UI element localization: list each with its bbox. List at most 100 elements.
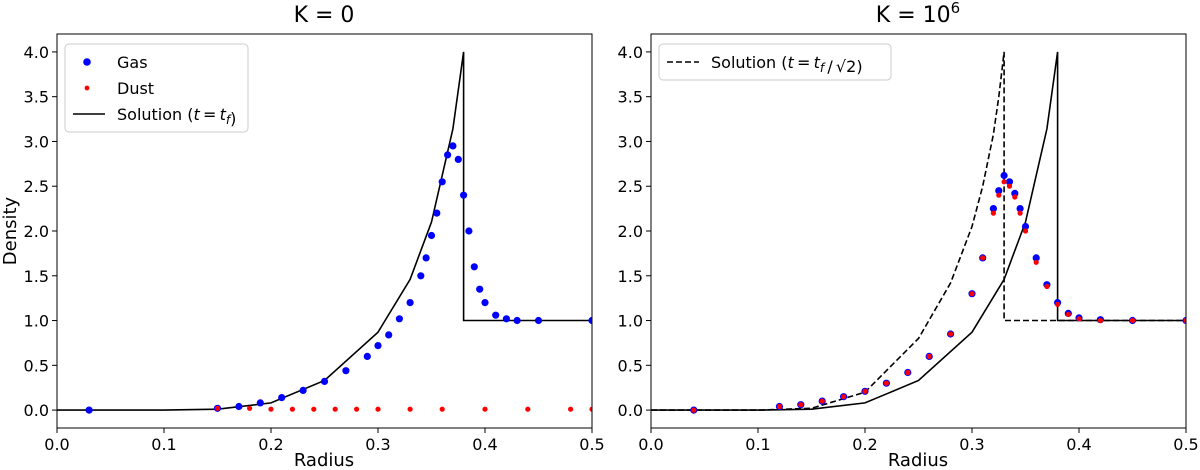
y-tick-label: 3.5 [24,88,49,107]
x-tick-label: 0.0 [44,435,69,454]
left-plot-area [57,51,592,414]
x-tick-label: 0.1 [151,435,176,454]
x-tick-label: 0.3 [365,435,390,454]
y-tick-label: 0.0 [24,401,49,420]
dust-point [1055,301,1061,307]
x-tick-label: 0.0 [638,435,663,454]
gas-point [513,316,521,325]
left-x-axis-label: Radius [294,450,354,470]
gas-point [320,377,329,385]
x-tick-label: 0.2 [258,435,283,454]
gas-point [1032,254,1040,262]
left-axes-frame [56,33,593,429]
x-tick-label: 0.4 [1066,435,1091,454]
dust-point [439,406,445,412]
series-line [651,51,1186,411]
y-tick-label: 0.5 [24,356,49,375]
dust-point [1012,194,1018,200]
left-panel-title: K = 0 [294,3,355,28]
dust-point [980,255,986,261]
dust-point [525,406,531,412]
left-x-ticks: 0.0 0.1 0.2 0.3 0.4 0.5 [44,428,605,454]
dust-point [1044,283,1050,290]
dust-point [568,406,574,412]
dust-point [1006,183,1013,189]
x-tick-label: 0.3 [959,435,984,454]
gas-point [363,352,371,360]
dust-point [375,406,381,412]
y-tick-label: 3.0 [618,132,643,151]
dust-point [354,406,360,412]
right-axes-frame [650,33,1187,429]
legend-frame [64,43,249,133]
gas-point [427,231,436,240]
gas-point [342,367,350,375]
left-legend: Gas Dust Solution (t = tf) [64,43,249,133]
dust-point [589,406,592,412]
gas-point [454,155,462,163]
y-tick-label: 1.5 [24,267,49,286]
dust-point [905,369,911,376]
x-tick-label: 0.2 [852,435,877,454]
gas-point [444,151,452,159]
gas-point [476,285,484,293]
left-y-axis-label: Density [0,196,21,265]
dust-point [1022,228,1029,234]
gas-point [492,311,500,319]
gas-point [534,316,543,325]
gas-point [438,178,446,186]
gas-point [989,205,998,213]
gas-point [278,394,286,402]
dust-point [798,402,804,408]
y-tick-label: 1.0 [24,312,49,331]
series-line [57,51,592,411]
gas-point [256,399,264,407]
series-line [651,51,1186,411]
gas-point [85,406,93,414]
x-tick-label: 0.1 [745,435,770,454]
gas-point [385,331,393,339]
y-tick-label: 4.0 [24,43,49,62]
x-tick-label: 0.4 [472,435,497,454]
dust-point [1001,179,1007,185]
dust-point [482,406,488,412]
y-tick-label: 0.5 [618,356,643,375]
gas-point [395,315,403,323]
legend-marker [84,85,90,91]
dust-point [407,406,413,412]
legend-label: Dust [117,79,154,98]
dust-point [289,406,295,412]
legend-frame [658,43,892,81]
y-tick-label: 4.0 [618,43,643,62]
gas-point [299,386,307,394]
gas-point [470,263,478,271]
y-tick-label: 2.5 [618,177,643,196]
gas-point [1016,205,1024,213]
gas-point [406,299,414,307]
x-tick-label: 0.5 [1173,435,1198,454]
dust-point [990,210,997,216]
right-x-axis-label: Radius [888,450,948,470]
dust-point [819,398,825,404]
x-tick-label: 0.5 [579,435,604,454]
dust-point [948,331,954,337]
y-tick-label: 3.0 [24,132,49,151]
dust-point [996,192,1002,198]
legend-marker [83,58,91,66]
gas-point [433,209,441,217]
gas-point [481,299,489,307]
y-tick-label: 1.5 [618,267,643,286]
gas-point [1021,222,1030,231]
dust-point [247,405,253,411]
dust-point [883,380,890,386]
dust-point [268,406,274,412]
gas-point [1000,171,1008,180]
gas-point [417,272,425,280]
right-panel: K = 106 0.0 0.1 0.2 0.3 0.4 0.5 0.0 0.5 1.0 1.5 2… [618,0,1199,470]
left-panel: K = 0 0.0 0.1 0.2 0.3 0.4 0.5 0.0 0.5 1.0 1.5 2.0… [0,3,605,470]
left-y-ticks: 0.0 0.5 1.0 1.5 2.0 2.5 3.0 3.5 4.0 [24,43,57,420]
dust-point [214,405,221,411]
gas-point [422,254,430,262]
right-panel-title-superscript: 6 [951,0,961,17]
dust-point [311,406,317,412]
